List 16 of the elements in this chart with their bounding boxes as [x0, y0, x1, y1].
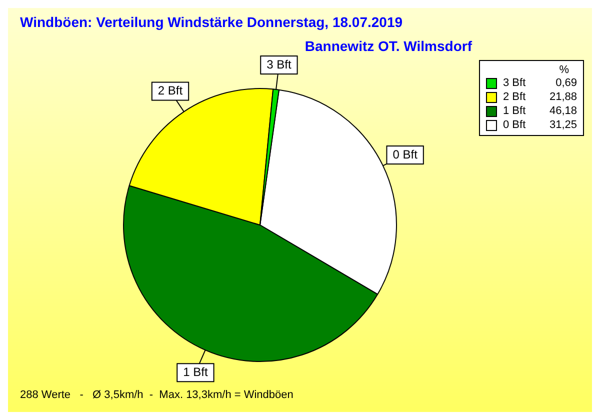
slice-label: 3 Bft: [266, 57, 292, 72]
data-label: 46,18: [548, 104, 577, 118]
text: 288 Werte - Ø 3,5km/h - Max. 13,3km/h = Windböen: [20, 389, 294, 401]
legend-label: 2 Bft: [503, 90, 527, 104]
data-label: 31,25: [548, 118, 577, 132]
legend-label: 0 Bft: [503, 118, 527, 132]
slice-label: 0 Bft: [392, 147, 418, 162]
slice-label: 2 Bft: [158, 84, 184, 98]
data-label: 0,69: [554, 76, 577, 90]
chart-subtitle: Bannewitz OT. Wilmsdorf: [304, 38, 472, 54]
legend-title: %: [558, 64, 570, 76]
legend-label: 3 Bft: [503, 76, 527, 90]
data-label: 21,88: [548, 90, 577, 104]
chart-title: Windböen: Verteilung Windstärke Donnerstag, 18.07.2019: [20, 14, 403, 30]
slice-label: 1 Bft: [183, 364, 208, 379]
legend-label: 1 Bft: [503, 104, 527, 118]
